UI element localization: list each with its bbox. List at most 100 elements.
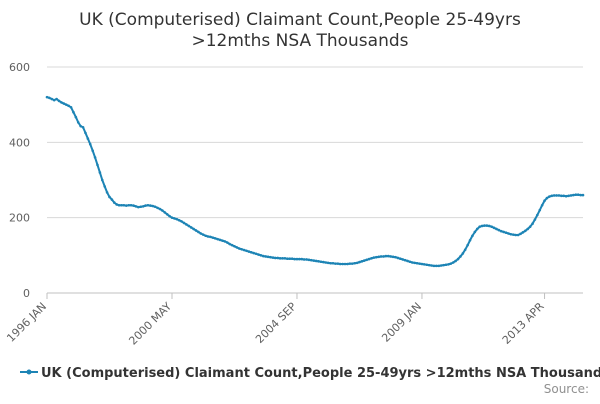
data-point[interactable] (475, 227, 479, 231)
data-point[interactable] (158, 207, 162, 211)
data-point[interactable] (110, 198, 114, 201)
data-point[interactable] (223, 240, 227, 243)
data-point[interactable] (319, 260, 323, 264)
data-point[interactable] (57, 99, 61, 103)
data-point[interactable] (334, 262, 337, 265)
data-point[interactable] (45, 95, 49, 99)
data-point[interactable] (468, 238, 472, 242)
data-point[interactable] (572, 193, 575, 197)
data-point[interactable] (391, 255, 395, 259)
data-point[interactable] (310, 258, 313, 262)
data-point[interactable] (168, 214, 171, 218)
data-point[interactable] (76, 121, 80, 124)
data-point[interactable] (254, 252, 258, 256)
data-point[interactable] (72, 110, 75, 114)
data-point[interactable] (230, 243, 234, 247)
data-point[interactable] (182, 221, 186, 225)
data-point[interactable] (401, 258, 405, 261)
data-point[interactable] (233, 244, 236, 248)
data-point[interactable] (512, 233, 515, 236)
data-point[interactable] (129, 203, 133, 207)
data-point[interactable] (242, 248, 246, 252)
data-point[interactable] (487, 224, 491, 228)
data-point[interactable] (262, 254, 265, 258)
data-point[interactable] (62, 102, 66, 105)
data-point[interactable] (105, 191, 109, 194)
data-point[interactable] (326, 261, 330, 265)
data-point[interactable] (314, 259, 318, 263)
data-point[interactable] (531, 222, 534, 225)
data-point[interactable] (411, 261, 414, 264)
data-point[interactable] (247, 250, 251, 253)
data-point[interactable] (228, 242, 231, 246)
data-point[interactable] (353, 261, 356, 265)
data-point[interactable] (173, 217, 176, 220)
data-point[interactable] (348, 262, 352, 265)
data-point[interactable] (132, 204, 135, 207)
data-point[interactable] (579, 193, 582, 197)
data-point[interactable] (117, 203, 121, 207)
data-point[interactable] (415, 261, 419, 265)
data-point[interactable] (192, 227, 195, 231)
data-point[interactable] (137, 205, 140, 209)
data-point[interactable] (350, 262, 354, 265)
data-point[interactable] (382, 255, 385, 258)
data-point[interactable] (437, 264, 441, 268)
data-point[interactable] (50, 97, 54, 101)
data-point[interactable] (387, 254, 390, 258)
data-point[interactable] (283, 257, 287, 260)
data-point[interactable] (509, 232, 513, 236)
data-point[interactable] (79, 124, 82, 128)
data-point[interactable] (473, 230, 477, 234)
data-point[interactable] (456, 257, 460, 261)
data-point[interactable] (499, 229, 503, 233)
data-point[interactable] (185, 223, 188, 226)
data-point[interactable] (331, 261, 335, 265)
data-point[interactable] (305, 258, 308, 261)
data-point[interactable] (533, 218, 537, 221)
data-point[interactable] (175, 217, 179, 221)
data-point[interactable] (399, 257, 402, 261)
data-point[interactable] (156, 206, 159, 210)
data-point[interactable] (103, 185, 106, 188)
data-point[interactable] (52, 98, 56, 102)
data-point[interactable] (362, 259, 366, 262)
data-point[interactable] (564, 194, 568, 198)
data-point[interactable] (451, 261, 455, 264)
data-point[interactable] (250, 251, 253, 254)
data-point[interactable] (189, 226, 193, 229)
data-point[interactable] (418, 262, 421, 265)
data-point[interactable] (432, 264, 436, 268)
data-point[interactable] (165, 212, 169, 216)
data-point[interactable] (221, 239, 224, 242)
data-point[interactable] (374, 255, 378, 259)
data-point[interactable] (122, 203, 126, 207)
data-point[interactable] (483, 224, 486, 227)
data-point[interactable] (281, 257, 284, 260)
data-point[interactable] (170, 216, 174, 219)
data-point[interactable] (540, 203, 544, 207)
data-point[interactable] (290, 257, 294, 261)
data-point[interactable] (48, 96, 51, 100)
data-point[interactable] (413, 261, 417, 265)
data-point[interactable] (269, 255, 272, 259)
data-point[interactable] (201, 233, 205, 236)
data-point[interactable] (557, 194, 561, 197)
data-point[interactable] (276, 256, 280, 260)
data-point[interactable] (581, 193, 585, 197)
data-point[interactable] (307, 258, 311, 262)
data-point[interactable] (177, 219, 181, 222)
data-point[interactable] (444, 263, 448, 267)
data-point[interactable] (355, 261, 359, 265)
data-point[interactable] (274, 256, 277, 260)
data-point[interactable] (567, 194, 570, 198)
data-point[interactable] (430, 264, 433, 267)
data-point[interactable] (120, 203, 123, 207)
data-point[interactable] (425, 263, 429, 267)
data-point[interactable] (507, 232, 510, 235)
data-point[interactable] (259, 254, 263, 257)
data-point[interactable] (125, 204, 128, 207)
data-point[interactable] (519, 232, 522, 236)
data-point[interactable] (471, 234, 474, 238)
data-point[interactable] (463, 248, 467, 251)
